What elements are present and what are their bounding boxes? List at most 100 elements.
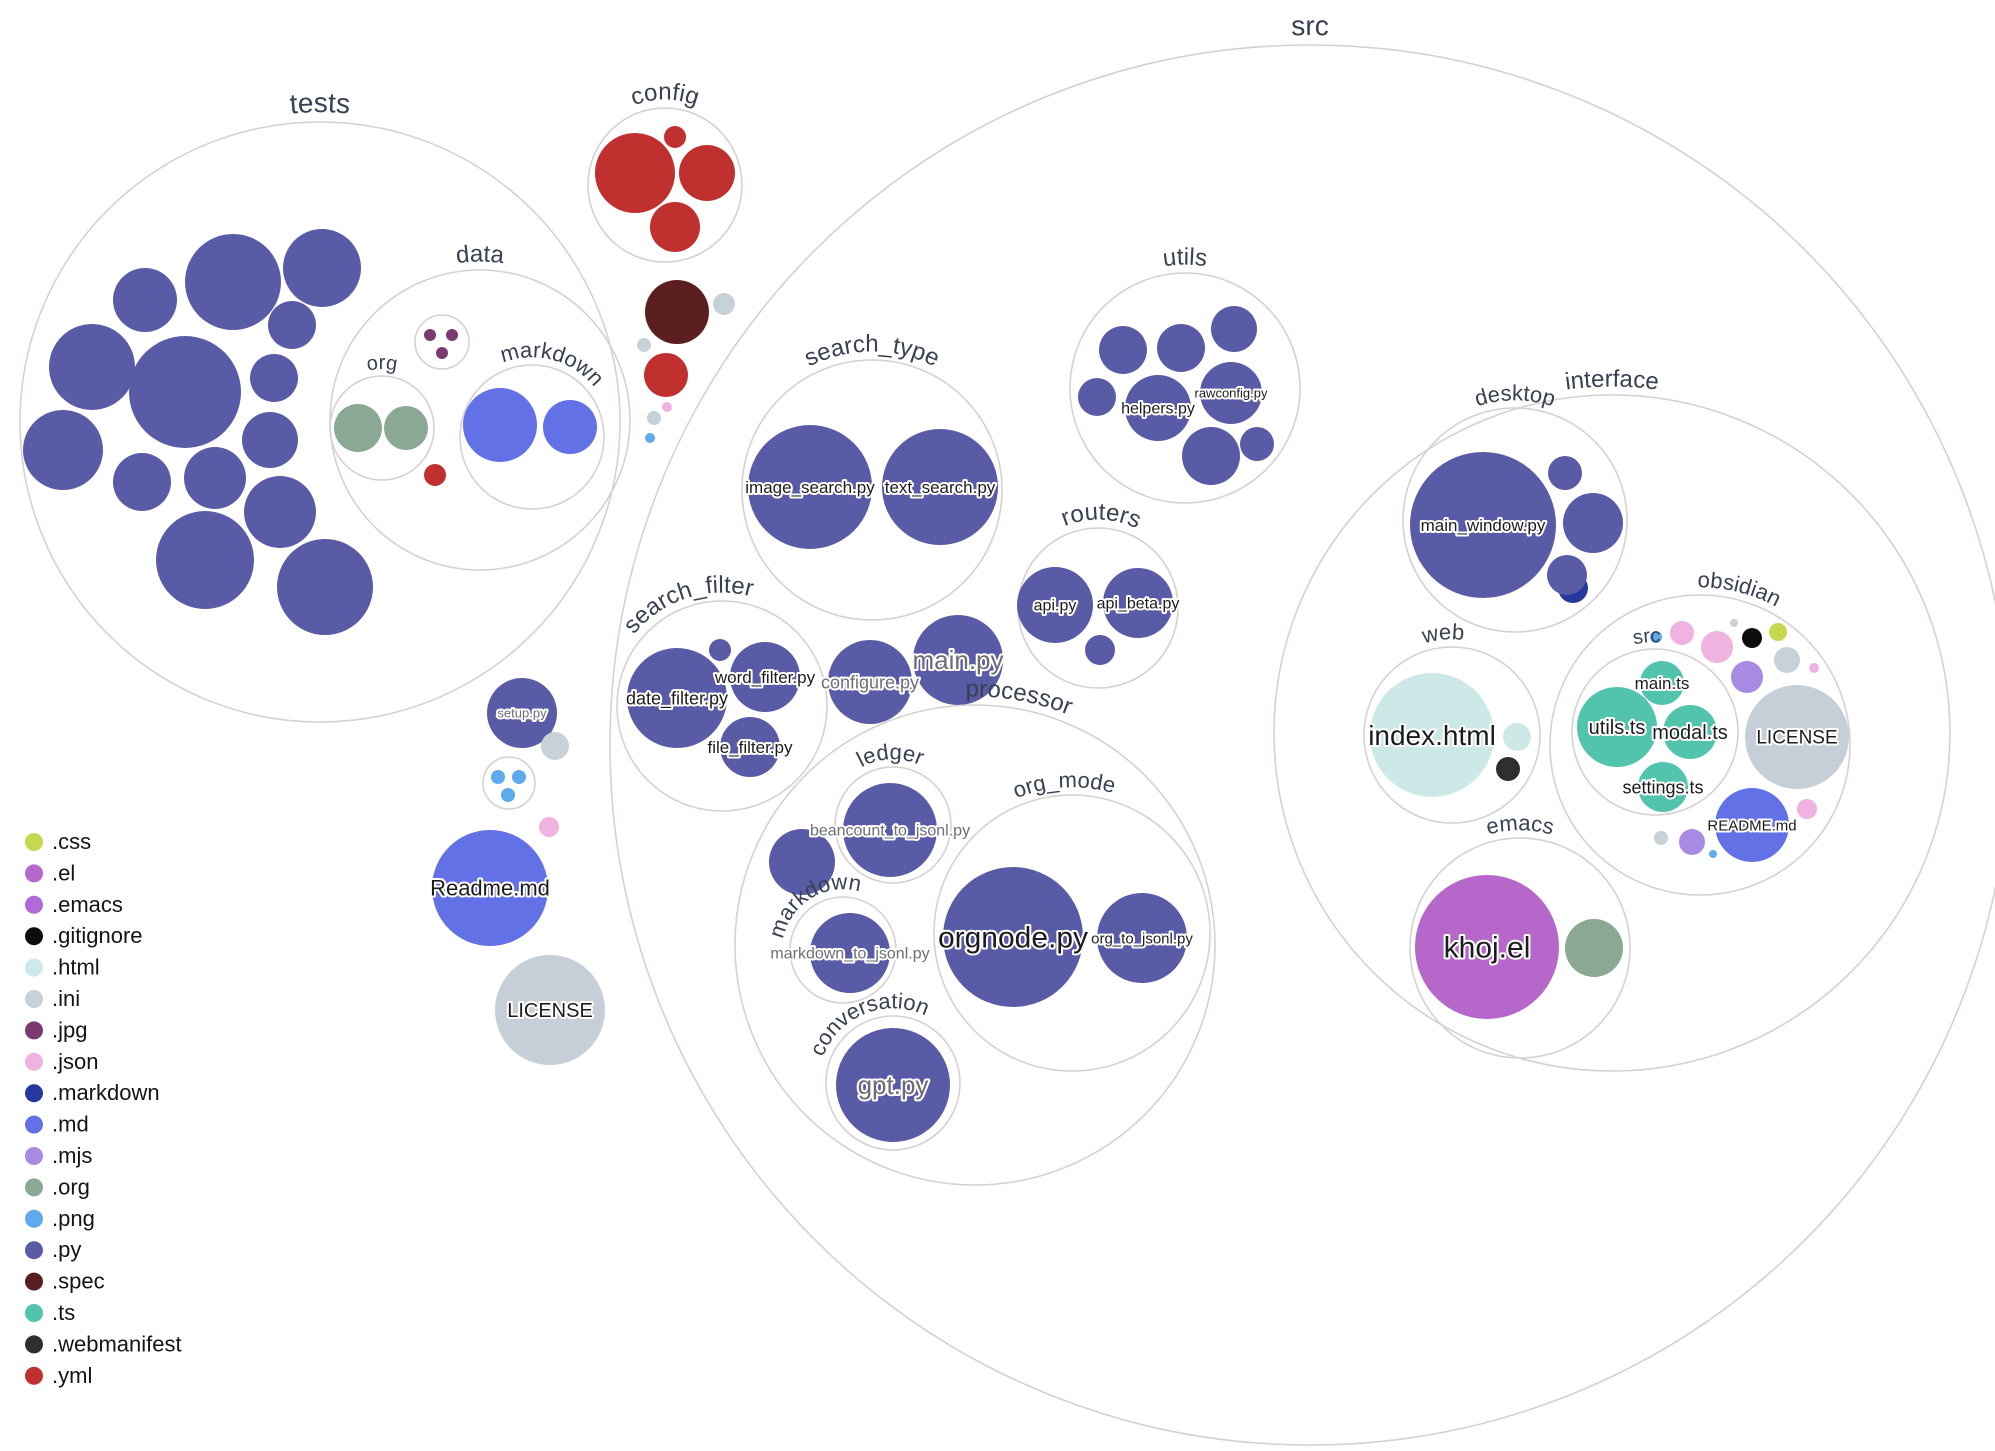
file-json-97-circle[interactable] [1701, 631, 1733, 663]
file-readme-md-obsidian-circle[interactable] [1715, 788, 1789, 862]
file-json-103-circle[interactable] [1809, 663, 1819, 673]
file-ini-111-circle[interactable] [1654, 831, 1668, 845]
file-helpers-py-circle[interactable] [1125, 375, 1191, 441]
file-api-beta-py-circle[interactable] [1103, 568, 1173, 638]
file-ini-34-circle[interactable] [637, 338, 651, 352]
file-py-7-circle[interactable] [250, 354, 298, 402]
file-md-25-circle[interactable] [543, 400, 597, 454]
file-ini-37-circle[interactable] [647, 411, 661, 425]
file-py-14-circle[interactable] [277, 539, 373, 635]
file-json-114-circle[interactable] [1797, 799, 1817, 819]
file-py-9-circle[interactable] [23, 410, 103, 490]
file-py-11-circle[interactable] [184, 447, 246, 509]
file-org-22-circle[interactable] [384, 406, 428, 450]
file-orgnode-py-circle[interactable] [943, 867, 1083, 1007]
file-html-92-circle[interactable] [1503, 723, 1531, 751]
file-py-3-circle[interactable] [283, 229, 361, 307]
dir-src-circle[interactable] [609, 44, 1995, 1446]
dir-png-pack-circle[interactable] [482, 756, 536, 810]
file-settings-ts-circle[interactable] [1638, 762, 1688, 812]
file-yml-30-circle[interactable] [650, 202, 700, 252]
file-py-78-circle[interactable] [1240, 427, 1274, 461]
file-ini-33-circle[interactable] [713, 293, 735, 315]
dir-conversation-circle[interactable] [825, 1015, 961, 1151]
file-main-window-py-circle[interactable] [1410, 452, 1556, 598]
file-yml-28-circle[interactable] [595, 133, 675, 213]
file-py-71-circle[interactable] [1099, 326, 1147, 374]
dir-obsidian-circle[interactable] [1549, 594, 1851, 896]
file-mjs-112-circle[interactable] [1679, 829, 1705, 855]
file-jpg-18-circle[interactable] [446, 329, 458, 341]
file-json-96-circle[interactable] [1670, 621, 1694, 645]
file-word-filter-py-circle[interactable] [730, 642, 800, 712]
file-readme-md-circle[interactable] [432, 830, 548, 946]
file-api-py-circle[interactable] [1017, 567, 1093, 643]
file-configure-py-circle[interactable] [828, 640, 912, 724]
file-mjs-102-circle[interactable] [1731, 661, 1763, 693]
file-png-113-circle[interactable] [1709, 850, 1717, 858]
dir-web-circle[interactable] [1363, 646, 1541, 824]
dir-processor-circle[interactable] [734, 704, 1216, 1186]
file-yml-35-circle[interactable] [644, 353, 688, 397]
file-png-44-circle[interactable] [501, 788, 515, 802]
file-org-21-circle[interactable] [334, 404, 382, 452]
file-py-12-circle[interactable] [244, 476, 316, 548]
dir-org-mode-circle[interactable] [933, 794, 1211, 1072]
file-yml-26-circle[interactable] [424, 464, 446, 486]
file-modal-ts-circle[interactable] [1663, 705, 1717, 759]
file-gitignore-99-circle[interactable] [1742, 628, 1762, 648]
dir-tests-circle[interactable] [19, 121, 621, 723]
dir-data-markdown-circle[interactable] [459, 364, 605, 510]
file-setup-py-circle[interactable] [487, 678, 557, 748]
file-image-search-py-circle[interactable] [748, 425, 872, 549]
dir-config-circle[interactable] [587, 107, 743, 263]
dir-emacs-circle[interactable] [1409, 837, 1631, 1059]
file-org-117-circle[interactable] [1565, 919, 1623, 977]
file-py-13-circle[interactable] [156, 511, 254, 609]
file-py-1-circle[interactable] [185, 234, 281, 330]
file-org-to-jsonl-py-circle[interactable] [1097, 893, 1187, 983]
file-utils-ts-circle[interactable] [1577, 687, 1657, 767]
file-py-82-circle[interactable] [1085, 635, 1115, 665]
file-md-24-circle[interactable] [463, 388, 537, 462]
file-py-88-circle[interactable] [1563, 493, 1623, 553]
file-py-10-circle[interactable] [113, 453, 171, 511]
dir-data-jpg-pack-circle[interactable] [414, 314, 470, 370]
file-py-77-circle[interactable] [1182, 427, 1240, 485]
file-py-74-circle[interactable] [1078, 378, 1116, 416]
file-json-45-circle[interactable] [539, 817, 559, 837]
file-markdown-to-jsonl-py-circle[interactable] [810, 913, 890, 993]
dir-data-org-circle[interactable] [329, 375, 435, 481]
file-license-obsidian-circle[interactable] [1745, 685, 1849, 789]
file-png-95-circle[interactable] [1650, 631, 1662, 643]
file-webmanifest-93-circle[interactable] [1496, 757, 1520, 781]
file-py-6-circle[interactable] [268, 301, 316, 349]
file-py-73-circle[interactable] [1211, 306, 1257, 352]
dir-obsidian-src-circle[interactable] [1571, 648, 1739, 816]
file-index-html-circle[interactable] [1370, 673, 1494, 797]
file-text-search-py-circle[interactable] [882, 429, 998, 545]
file-date-filter-py-circle[interactable] [627, 648, 727, 748]
file-rawconfig-py-circle[interactable] [1200, 362, 1262, 424]
file-py-87-circle[interactable] [1548, 456, 1582, 490]
file-py-56-circle[interactable] [709, 639, 731, 661]
file-yml-29-circle[interactable] [679, 145, 735, 201]
file-main-ts-circle[interactable] [1640, 661, 1684, 705]
file-gpt-py-circle[interactable] [836, 1028, 950, 1142]
file-py-72-circle[interactable] [1157, 324, 1205, 372]
file-png-42-circle[interactable] [491, 770, 505, 784]
file-png-38-circle[interactable] [645, 433, 655, 443]
file-py-4-circle[interactable] [49, 324, 135, 410]
file-py-62-circle[interactable] [769, 829, 835, 895]
dir-ledger-circle[interactable] [834, 766, 952, 884]
dir-utils-circle[interactable] [1069, 272, 1301, 504]
file-beancount-to-jsonl-py-circle[interactable] [843, 783, 937, 877]
file-py-5-circle[interactable] [129, 336, 241, 448]
file-spec-32-circle[interactable] [645, 280, 709, 344]
file-main-py-circle[interactable] [913, 615, 1003, 705]
file-jpg-17-circle[interactable] [424, 329, 436, 341]
file-ini-40-circle[interactable] [541, 732, 569, 760]
file-ini-98-circle[interactable] [1730, 619, 1738, 627]
file-file-filter-py-circle[interactable] [720, 717, 780, 777]
file-py-2-circle[interactable] [113, 268, 177, 332]
